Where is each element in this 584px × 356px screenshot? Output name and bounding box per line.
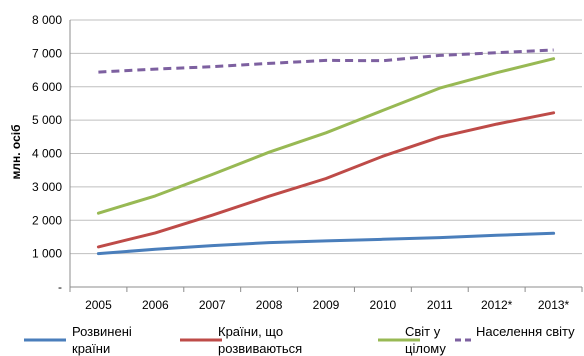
- gridlines: [70, 19, 582, 255]
- series-line-розвинені-країни: [96, 231, 556, 256]
- y-tick-label: -: [58, 280, 62, 294]
- legend-label: Світ у: [405, 324, 441, 339]
- legend: Розвинені країни Країни, що розвиваються Сві…: [24, 324, 575, 356]
- legend-label: Країни, що: [218, 324, 283, 339]
- legend-label: Населення світу: [476, 324, 575, 339]
- x-tick-label: 2007: [199, 298, 226, 312]
- y-tick-label: 5 000: [32, 113, 62, 127]
- y-tick-label: 3 000: [32, 180, 62, 194]
- y-tick-label: 7 000: [32, 46, 62, 60]
- series-line-країни-що-розвиваються: [96, 111, 556, 249]
- y-tick-label: 2 000: [32, 213, 62, 227]
- x-tick-label: 2013*: [538, 298, 570, 312]
- y-tick-label: 6 000: [32, 80, 62, 94]
- y-axis-label: млн. осіб: [9, 124, 23, 179]
- y-tick-label: 1 000: [32, 247, 62, 261]
- series-line-світ-у-цілому: [96, 57, 556, 215]
- x-tick-label: 2008: [256, 298, 283, 312]
- legend-label: розвиваються: [218, 341, 302, 356]
- legend-label: країни: [72, 341, 110, 356]
- y-tick-label: 8 000: [32, 13, 62, 27]
- y-tick-label: 4 000: [32, 147, 62, 161]
- tick-labels: - 1 000 2 000 3 000 4 000 5 000 6 000 7 000 8 00…: [32, 13, 570, 312]
- legend-label: Розвинені: [72, 324, 132, 339]
- x-tick-label: 2011: [427, 298, 453, 312]
- x-tick-label: 2006: [142, 298, 169, 312]
- series-line-населення-світу: [98, 48, 554, 74]
- axes: [69, 20, 583, 292]
- series-lines: [96, 48, 556, 256]
- legend-label: цілому: [405, 341, 446, 356]
- x-tick-label: 2012*: [481, 298, 513, 312]
- x-tick-label: 2005: [85, 298, 112, 312]
- x-tick-label: 2010: [370, 298, 397, 312]
- x-tick-label: 2009: [313, 298, 340, 312]
